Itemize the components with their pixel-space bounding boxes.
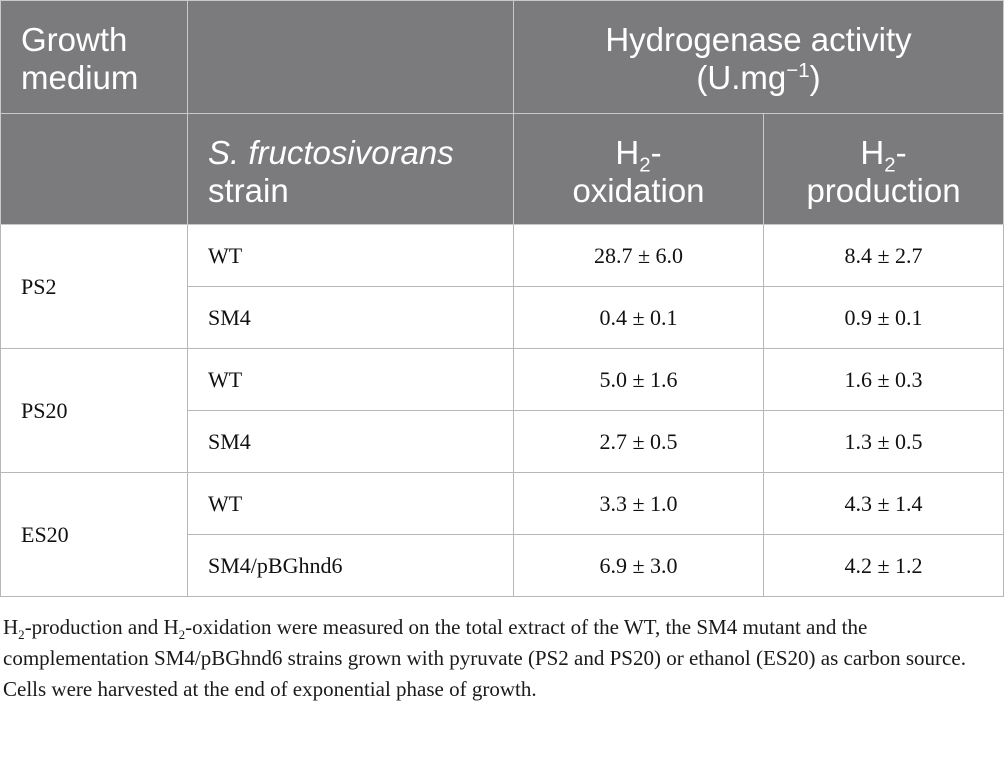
oxidation-cell: 2.7 ± 0.5 bbox=[513, 410, 764, 473]
h2-label: H bbox=[860, 134, 885, 171]
caption-h: H bbox=[3, 615, 19, 639]
table-caption: H2-production and H2-oxidation were meas… bbox=[3, 612, 998, 705]
medium-cell: PS2 bbox=[0, 224, 188, 349]
table-row: SM4/pBGhnd6 6.9 ± 3.0 4.2 ± 1.2 bbox=[1, 534, 1004, 597]
h2-label: H bbox=[615, 134, 640, 171]
units-label: (U.mg−1) bbox=[696, 59, 820, 96]
strain-cell: WT bbox=[187, 472, 514, 535]
production-cell: 1.3 ± 0.5 bbox=[762, 410, 1004, 473]
hydrogenase-activity-label: Hydrogenase activity bbox=[605, 21, 912, 58]
medium-cell: PS20 bbox=[0, 348, 188, 473]
h2-dash: - bbox=[895, 134, 907, 171]
caption-text: -oxidation were measured on the total ex… bbox=[3, 615, 966, 701]
units-suffix: ) bbox=[809, 59, 821, 96]
caption-subscript: 2 bbox=[18, 627, 25, 643]
production-cell: 0.9 ± 0.1 bbox=[762, 286, 1004, 349]
oxidation-cell: 0.4 ± 0.1 bbox=[513, 286, 764, 349]
production-cell: 8.4 ± 2.7 bbox=[762, 224, 1004, 287]
caption-text: -production and H bbox=[24, 615, 179, 639]
h2-dash: - bbox=[650, 134, 662, 171]
header-row-2: S. fructosivorans strain H2- oxidation H… bbox=[0, 113, 1004, 225]
h2-oxidation-header: H2- oxidation bbox=[513, 113, 764, 225]
strain-label: strain bbox=[208, 172, 289, 209]
growth-medium-label: Growth medium bbox=[21, 21, 139, 96]
oxidation-cell: 28.7 ± 6.0 bbox=[513, 224, 764, 287]
table-row: PS2 WT 28.7 ± 6.0 8.4 ± 2.7 bbox=[0, 224, 1004, 349]
production-cell: 4.3 ± 1.4 bbox=[762, 472, 1004, 535]
oxidation-cell: 5.0 ± 1.6 bbox=[513, 348, 764, 411]
table-row: SM4 2.7 ± 0.5 1.3 ± 0.5 bbox=[1, 410, 1004, 473]
table-row: PS20 WT 5.0 ± 1.6 1.6 ± 0.3 bbox=[0, 348, 1004, 473]
oxidation-cell: 6.9 ± 3.0 bbox=[513, 534, 764, 597]
hydrogenase-activity-table: Growth medium Hydrogenase activity (U.mg… bbox=[0, 0, 1004, 597]
species-label: S. fructosivorans bbox=[208, 134, 454, 171]
header-empty-cell bbox=[187, 0, 514, 114]
strain-cell: SM4/pBGhnd6 bbox=[187, 534, 514, 597]
growth-medium-header: Growth medium bbox=[0, 0, 188, 114]
units-exponent: −1 bbox=[786, 59, 810, 82]
header-empty-cell-2 bbox=[0, 113, 188, 225]
strain-cell: SM4 bbox=[187, 286, 514, 349]
strain-cell: WT bbox=[187, 348, 514, 411]
production-cell: 1.6 ± 0.3 bbox=[762, 348, 1004, 411]
strain-cell: WT bbox=[187, 224, 514, 287]
oxidation-label: oxidation bbox=[572, 172, 705, 209]
h2-subscript: 2 bbox=[639, 153, 651, 177]
strain-cell: SM4 bbox=[187, 410, 514, 473]
strain-header: S. fructosivorans strain bbox=[187, 113, 514, 225]
hydrogenase-activity-header: Hydrogenase activity (U.mg−1) bbox=[512, 0, 1004, 114]
oxidation-cell: 3.3 ± 1.0 bbox=[513, 472, 764, 535]
production-cell: 4.2 ± 1.2 bbox=[762, 534, 1004, 597]
production-label: production bbox=[806, 172, 961, 209]
medium-cell: ES20 bbox=[0, 472, 188, 597]
table-row: ES20 WT 3.3 ± 1.0 4.3 ± 1.4 bbox=[0, 472, 1004, 597]
h2-production-header: H2- production bbox=[762, 113, 1004, 225]
table-row: SM4 0.4 ± 0.1 0.9 ± 0.1 bbox=[1, 286, 1004, 349]
header-row-1: Growth medium Hydrogenase activity (U.mg… bbox=[0, 0, 1004, 114]
h2-subscript: 2 bbox=[884, 153, 896, 177]
caption-subscript: 2 bbox=[178, 627, 186, 643]
units-prefix: (U.mg bbox=[696, 59, 787, 96]
